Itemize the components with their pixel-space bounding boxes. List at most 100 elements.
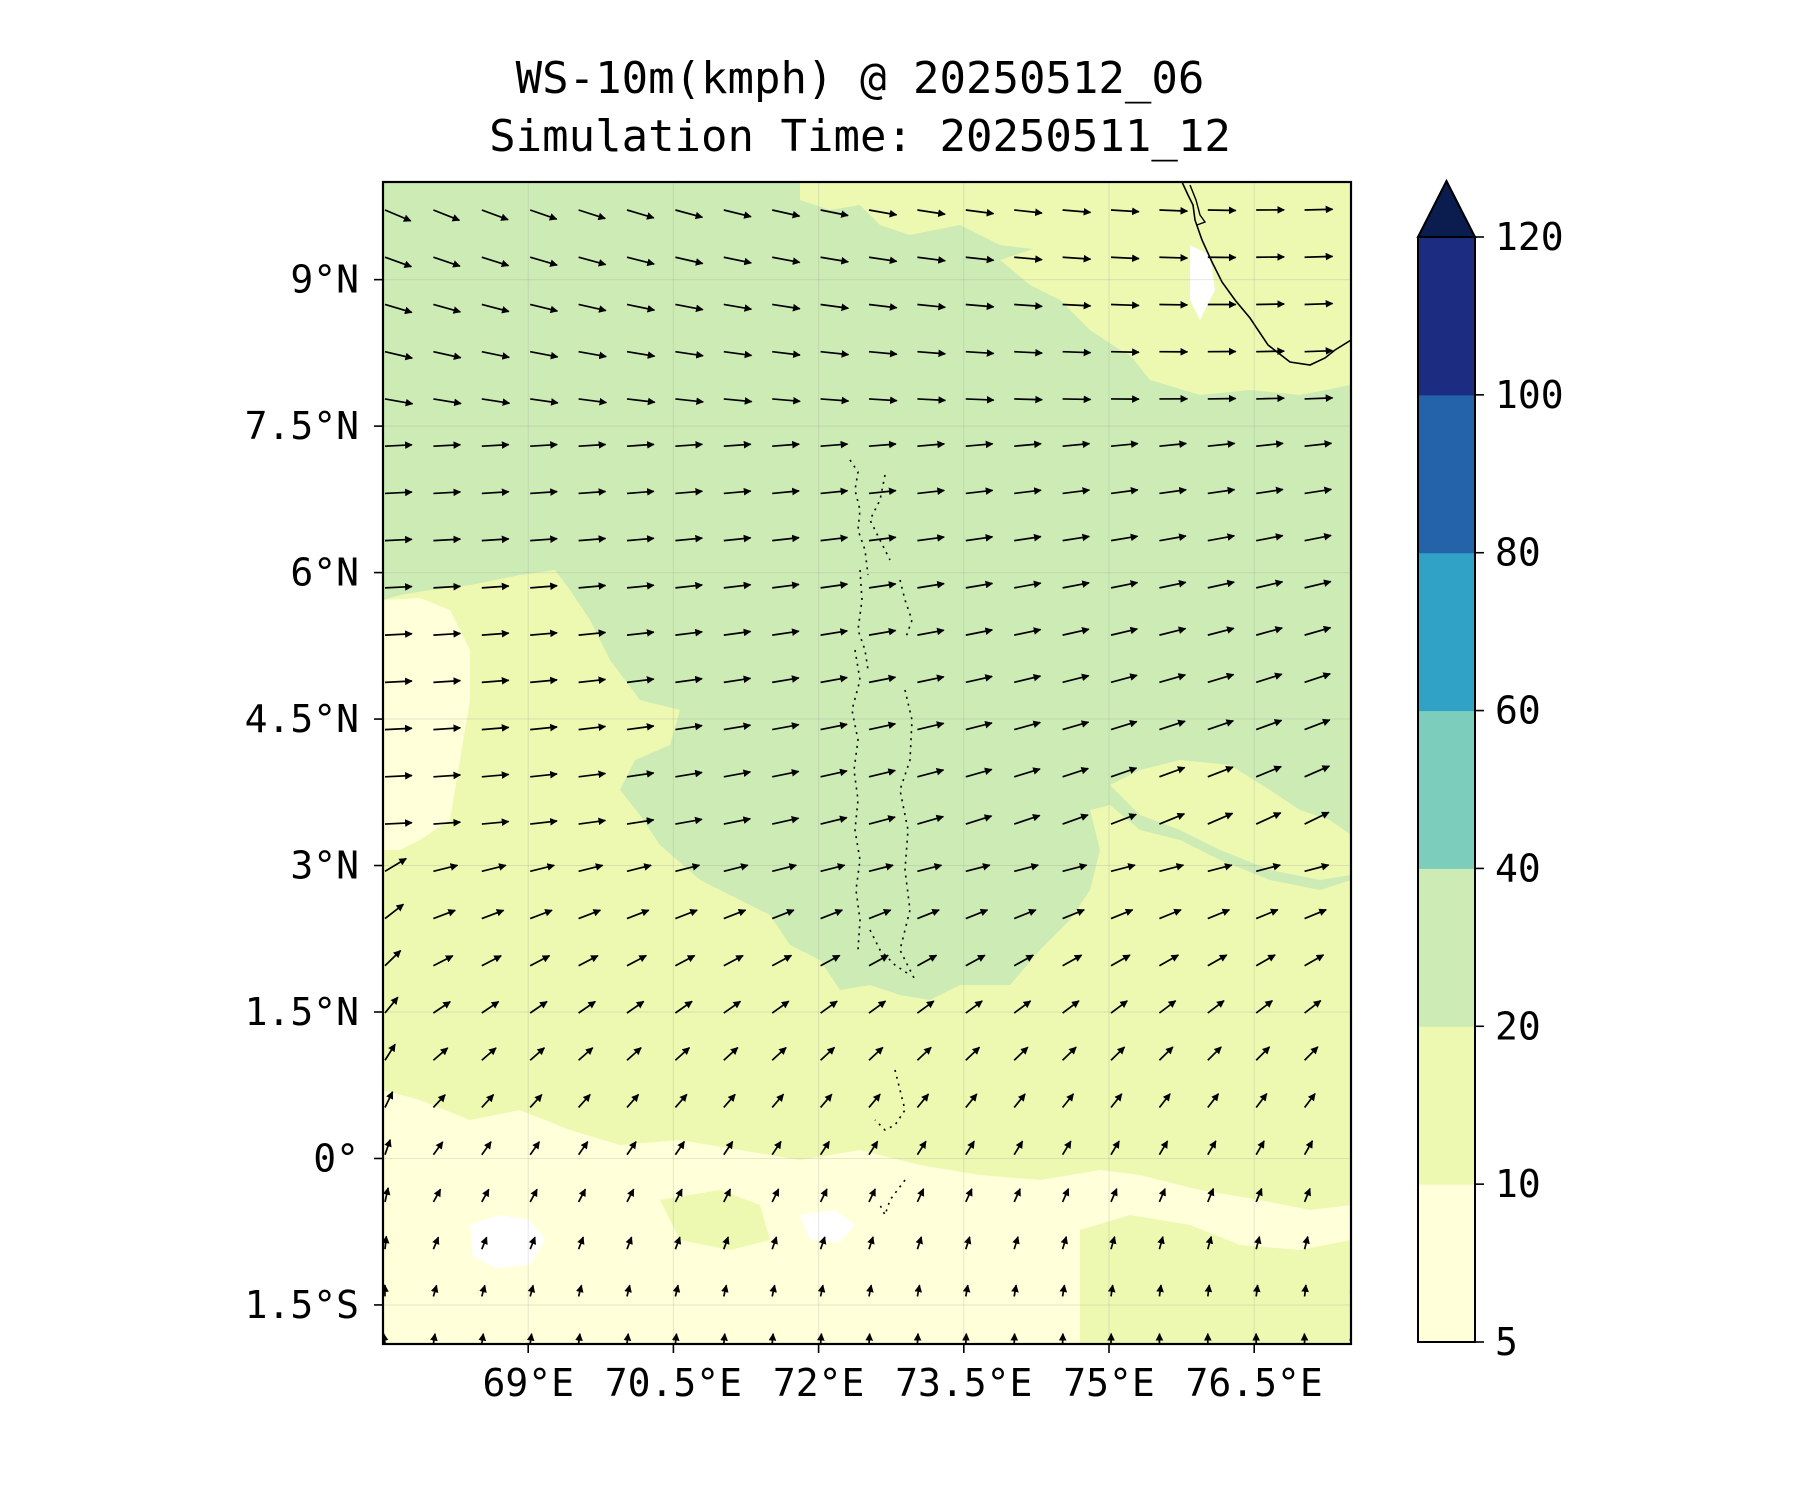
wind-vector-arrow — [675, 397, 704, 406]
wind-vector-arrow — [916, 1093, 930, 1109]
wind-vector-arrow — [1013, 1140, 1024, 1156]
wind-vector-arrow — [1062, 863, 1088, 873]
wind-vector-arrow — [1304, 954, 1325, 967]
wind-vector-arrow — [433, 724, 462, 733]
wind-vector-arrow — [481, 441, 510, 449]
wind-vector-arrow — [917, 627, 945, 636]
wind-vector-arrow — [1062, 1000, 1080, 1014]
wind-vector-arrow — [771, 1046, 787, 1061]
wind-vector-arrow — [529, 1093, 543, 1109]
wind-vector-arrow — [965, 627, 994, 636]
wind-vector-arrow — [965, 1093, 978, 1109]
wind-vector-arrow — [1304, 625, 1332, 636]
longitude-tick-label: 70.5°E — [605, 1361, 742, 1405]
wind-vector-arrow — [384, 1138, 392, 1155]
wind-vector-arrow — [530, 817, 558, 826]
wind-vector-arrow — [1062, 487, 1091, 495]
wind-vector-arrow — [481, 954, 502, 967]
wind-vector-arrow — [1157, 1235, 1165, 1250]
wind-vector-arrow — [772, 534, 800, 543]
wind-vector-arrow — [1012, 1236, 1020, 1250]
wind-vector-arrow — [772, 769, 800, 778]
wind-vector-arrow — [433, 771, 462, 780]
wind-vector-arrow — [917, 349, 947, 358]
longitude-tick-label: 73.5°E — [895, 1361, 1032, 1405]
wind-vector-arrow — [433, 209, 461, 222]
wind-vector-arrow — [1304, 252, 1334, 261]
wind-vector-arrow — [868, 863, 894, 873]
wind-vector-arrow — [578, 397, 608, 406]
wind-vector-arrow — [530, 770, 558, 779]
wind-vector-arrow — [916, 1000, 935, 1014]
wind-vector-arrow — [675, 816, 703, 825]
wind-vector-arrow — [1304, 999, 1322, 1014]
wind-vector-arrow — [1011, 1284, 1019, 1297]
wind-vector-arrow — [433, 303, 462, 314]
colorbar-tick-label: 40 — [1495, 846, 1541, 890]
wind-vector-arrow — [1353, 910, 1375, 919]
wind-vector-arrow — [1107, 1284, 1116, 1297]
wind-vector-arrow — [675, 350, 704, 359]
wind-vector-arrow — [1207, 863, 1233, 873]
wind-vector-arrow — [1256, 347, 1285, 356]
wind-vector-arrow — [530, 582, 558, 591]
wind-vector-arrow — [433, 535, 462, 544]
wind-vector-arrow — [1255, 672, 1283, 684]
wind-vector-arrow — [578, 676, 607, 685]
wind-vector-arrow — [1353, 581, 1379, 588]
latitude-tick-label: 6°N — [290, 551, 359, 595]
wind-vector-arrow — [1204, 1284, 1213, 1297]
wind-vector-arrow — [481, 1188, 490, 1203]
wind-vector-arrow — [530, 723, 558, 732]
wind-vector-arrow — [917, 487, 945, 496]
wind-vector-arrow — [1255, 1187, 1263, 1203]
wind-vector-arrow — [868, 1093, 881, 1109]
wind-vector-arrow — [772, 675, 800, 684]
wind-vector-arrow — [1158, 954, 1180, 967]
wind-vector-arrow — [820, 256, 849, 265]
wind-vector-arrow — [432, 1094, 446, 1109]
wind-vector-arrow — [1062, 954, 1083, 967]
wind-vector-arrow — [1304, 205, 1334, 214]
wind-vector-arrow — [1159, 440, 1188, 448]
wind-vector-arrow — [965, 814, 993, 825]
wind-speed-field-below-5 — [800, 1210, 855, 1242]
wind-vector-arrow — [1159, 579, 1187, 589]
colorbar-segment — [1418, 237, 1475, 396]
wind-vector-arrow — [433, 256, 461, 268]
wind-vector-arrow — [1304, 765, 1331, 778]
wind-vector-arrow — [433, 954, 454, 967]
latitude-tick-label: 9°N — [290, 258, 359, 302]
wind-vector-arrow — [1014, 348, 1043, 357]
wind-vector-arrow — [529, 1188, 538, 1203]
wind-vector-arrow — [626, 770, 655, 778]
wind-vector-arrow — [1013, 720, 1041, 731]
wind-vector-arrow — [868, 627, 897, 636]
wind-vector-arrow — [868, 815, 896, 825]
wind-vector-arrow — [1158, 1046, 1174, 1061]
wind-vector-arrow — [527, 1284, 536, 1297]
wind-vector-arrow — [913, 1332, 922, 1344]
wind-vector-arrow — [1110, 1046, 1126, 1061]
wind-speed-field-below-5 — [470, 1215, 545, 1268]
wind-vector-arrow — [868, 581, 897, 589]
wind-vector-arrow — [1353, 489, 1380, 493]
wind-vector-arrow — [433, 863, 459, 873]
wind-vector-arrow — [1110, 813, 1137, 825]
wind-vector-arrow — [917, 396, 947, 404]
wind-vector-arrow — [917, 534, 945, 542]
wind-vector-arrow — [1353, 256, 1381, 257]
wind-vector-arrow — [866, 1284, 874, 1297]
wind-vector-arrow — [626, 582, 655, 590]
wind-vector-arrow — [433, 398, 462, 407]
wind-vector-arrow — [673, 1236, 682, 1250]
wind-vector-arrow — [723, 675, 752, 684]
wind-vector-arrow — [1207, 440, 1236, 448]
wind-vector-arrow — [868, 303, 898, 311]
colorbar-frame — [1417, 236, 1476, 1343]
wind-vector-arrow — [530, 535, 558, 543]
wind-vector-arrow — [481, 582, 510, 591]
wind-vector-arrow — [384, 1043, 396, 1061]
wind-vector-arrow — [1256, 579, 1284, 589]
wind-vector-arrow — [1255, 812, 1282, 825]
